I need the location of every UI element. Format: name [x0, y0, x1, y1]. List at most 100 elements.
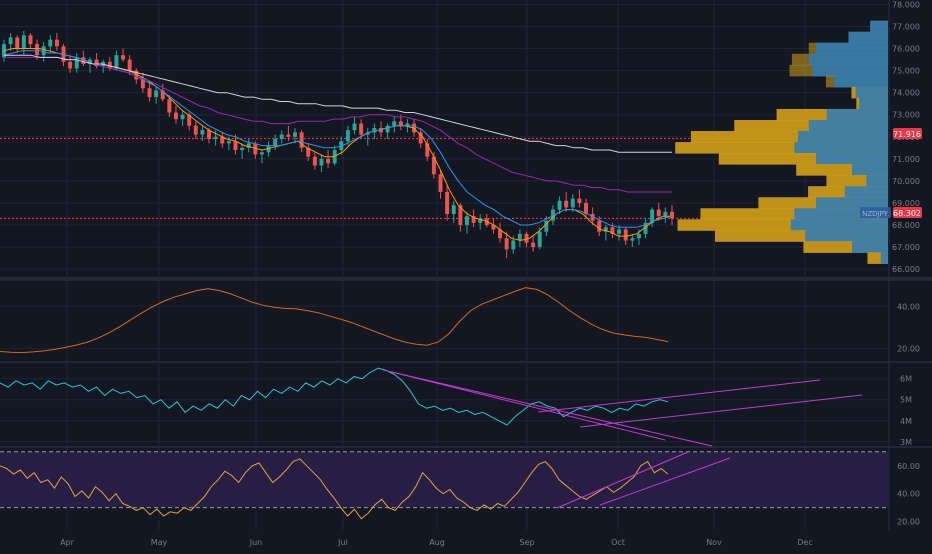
candle-body[interactable]	[372, 127, 377, 133]
candle-body[interactable]	[557, 200, 562, 210]
candle-body[interactable]	[41, 46, 46, 56]
candle-body[interactable]	[438, 174, 443, 192]
candle-body[interactable]	[226, 141, 231, 144]
candle-body[interactable]	[656, 209, 661, 217]
candle-body[interactable]	[491, 225, 496, 230]
candle-body[interactable]	[147, 88, 152, 98]
candle-body[interactable]	[570, 198, 575, 208]
candle-body[interactable]	[114, 55, 119, 69]
candle-body[interactable]	[293, 132, 297, 137]
candle-body[interactable]	[445, 191, 450, 215]
adx-panel[interactable]	[0, 287, 669, 354]
candle-body[interactable]	[306, 147, 311, 157]
candle-body[interactable]	[385, 125, 390, 133]
candle-body[interactable]	[299, 132, 304, 148]
candle-body[interactable]	[259, 152, 264, 155]
candle-body[interactable]	[173, 112, 178, 120]
candle-body[interactable]	[200, 130, 205, 135]
candle-body[interactable]	[107, 61, 112, 69]
candle-body[interactable]	[326, 158, 331, 164]
candle-body[interactable]	[48, 39, 53, 47]
candle-body[interactable]	[54, 39, 59, 47]
candle-body[interactable]	[524, 233, 529, 243]
candle-body[interactable]	[359, 123, 364, 135]
candle-body[interactable]	[636, 233, 641, 239]
candle-body[interactable]	[663, 211, 668, 217]
candle-body[interactable]	[498, 229, 503, 239]
candle-body[interactable]	[425, 143, 430, 157]
candle-body[interactable]	[154, 90, 159, 98]
candle-body[interactable]	[160, 90, 165, 100]
candle-body[interactable]	[590, 214, 595, 221]
rsi-trendline[interactable]	[599, 457, 731, 506]
candle-body[interactable]	[246, 143, 251, 148]
candle-body[interactable]	[220, 136, 225, 144]
candle-body[interactable]	[87, 59, 92, 64]
candle-body[interactable]	[140, 79, 145, 89]
candle-body[interactable]	[584, 202, 589, 215]
candle-body[interactable]	[273, 139, 278, 146]
candle-body[interactable]	[352, 123, 357, 131]
candle-body[interactable]	[68, 61, 73, 69]
candle-body[interactable]	[21, 35, 26, 49]
candle-body[interactable]	[405, 123, 410, 126]
candle-body[interactable]	[617, 229, 622, 234]
candle-body[interactable]	[464, 216, 469, 226]
candle-body[interactable]	[319, 158, 324, 166]
candle-body[interactable]	[167, 99, 172, 113]
candle-body[interactable]	[418, 132, 423, 144]
candle-body[interactable]	[28, 35, 33, 45]
candle-body[interactable]	[451, 205, 456, 215]
candle-body[interactable]	[623, 229, 628, 241]
candle-body[interactable]	[35, 44, 40, 56]
candle-body[interactable]	[94, 59, 99, 67]
candle-body[interactable]	[74, 57, 79, 69]
candle-body[interactable]	[650, 209, 655, 223]
candle-body[interactable]	[2, 44, 6, 58]
candle-body[interactable]	[345, 130, 350, 142]
obv-trendline[interactable]	[537, 379, 821, 413]
obv-trendline[interactable]	[391, 371, 666, 441]
candle-body[interactable]	[537, 231, 542, 248]
candle-body[interactable]	[531, 242, 536, 248]
candle-body[interactable]	[379, 127, 383, 133]
obv-panel[interactable]	[0, 367, 863, 447]
candle-body[interactable]	[458, 205, 463, 226]
candle-body[interactable]	[431, 156, 436, 175]
candle-body[interactable]	[564, 200, 569, 208]
candle-body[interactable]	[134, 70, 139, 80]
candle-body[interactable]	[121, 55, 126, 60]
candle-body[interactable]	[193, 125, 198, 135]
candle-body[interactable]	[643, 222, 648, 234]
candle-body[interactable]	[471, 216, 476, 223]
candle-body[interactable]	[127, 59, 132, 71]
candle-body[interactable]	[517, 233, 522, 241]
candle-body[interactable]	[187, 114, 192, 126]
candle-body[interactable]	[577, 198, 582, 203]
candle-body[interactable]	[207, 130, 212, 139]
rsi-trendline[interactable]	[556, 451, 689, 509]
candle-body[interactable]	[312, 156, 317, 166]
candle-body[interactable]	[478, 218, 483, 223]
candle-body[interactable]	[630, 238, 635, 241]
candle-body[interactable]	[180, 114, 185, 120]
candle-body[interactable]	[504, 238, 509, 250]
candle-body[interactable]	[544, 220, 549, 232]
obv-trendline[interactable]	[382, 369, 713, 447]
candle-body[interactable]	[597, 220, 602, 232]
candle-body[interactable]	[8, 37, 13, 45]
candle-body[interactable]	[81, 57, 86, 64]
candle-body[interactable]	[253, 143, 258, 155]
candle-body[interactable]	[213, 136, 218, 139]
obv-trendline[interactable]	[579, 394, 863, 428]
candle-body[interactable]	[603, 227, 608, 232]
candle-body[interactable]	[392, 121, 397, 126]
time-axis[interactable]: Apr May Jun Jul Aug Sep Oct Nov Dec	[60, 538, 813, 547]
candle-body[interactable]	[279, 134, 284, 139]
candle-body[interactable]	[233, 141, 238, 151]
candle-body[interactable]	[286, 134, 291, 137]
rsi-panel[interactable]	[0, 451, 888, 520]
candle-body[interactable]	[610, 227, 615, 234]
candle-body[interactable]	[511, 240, 516, 250]
candle-body[interactable]	[670, 211, 674, 219]
